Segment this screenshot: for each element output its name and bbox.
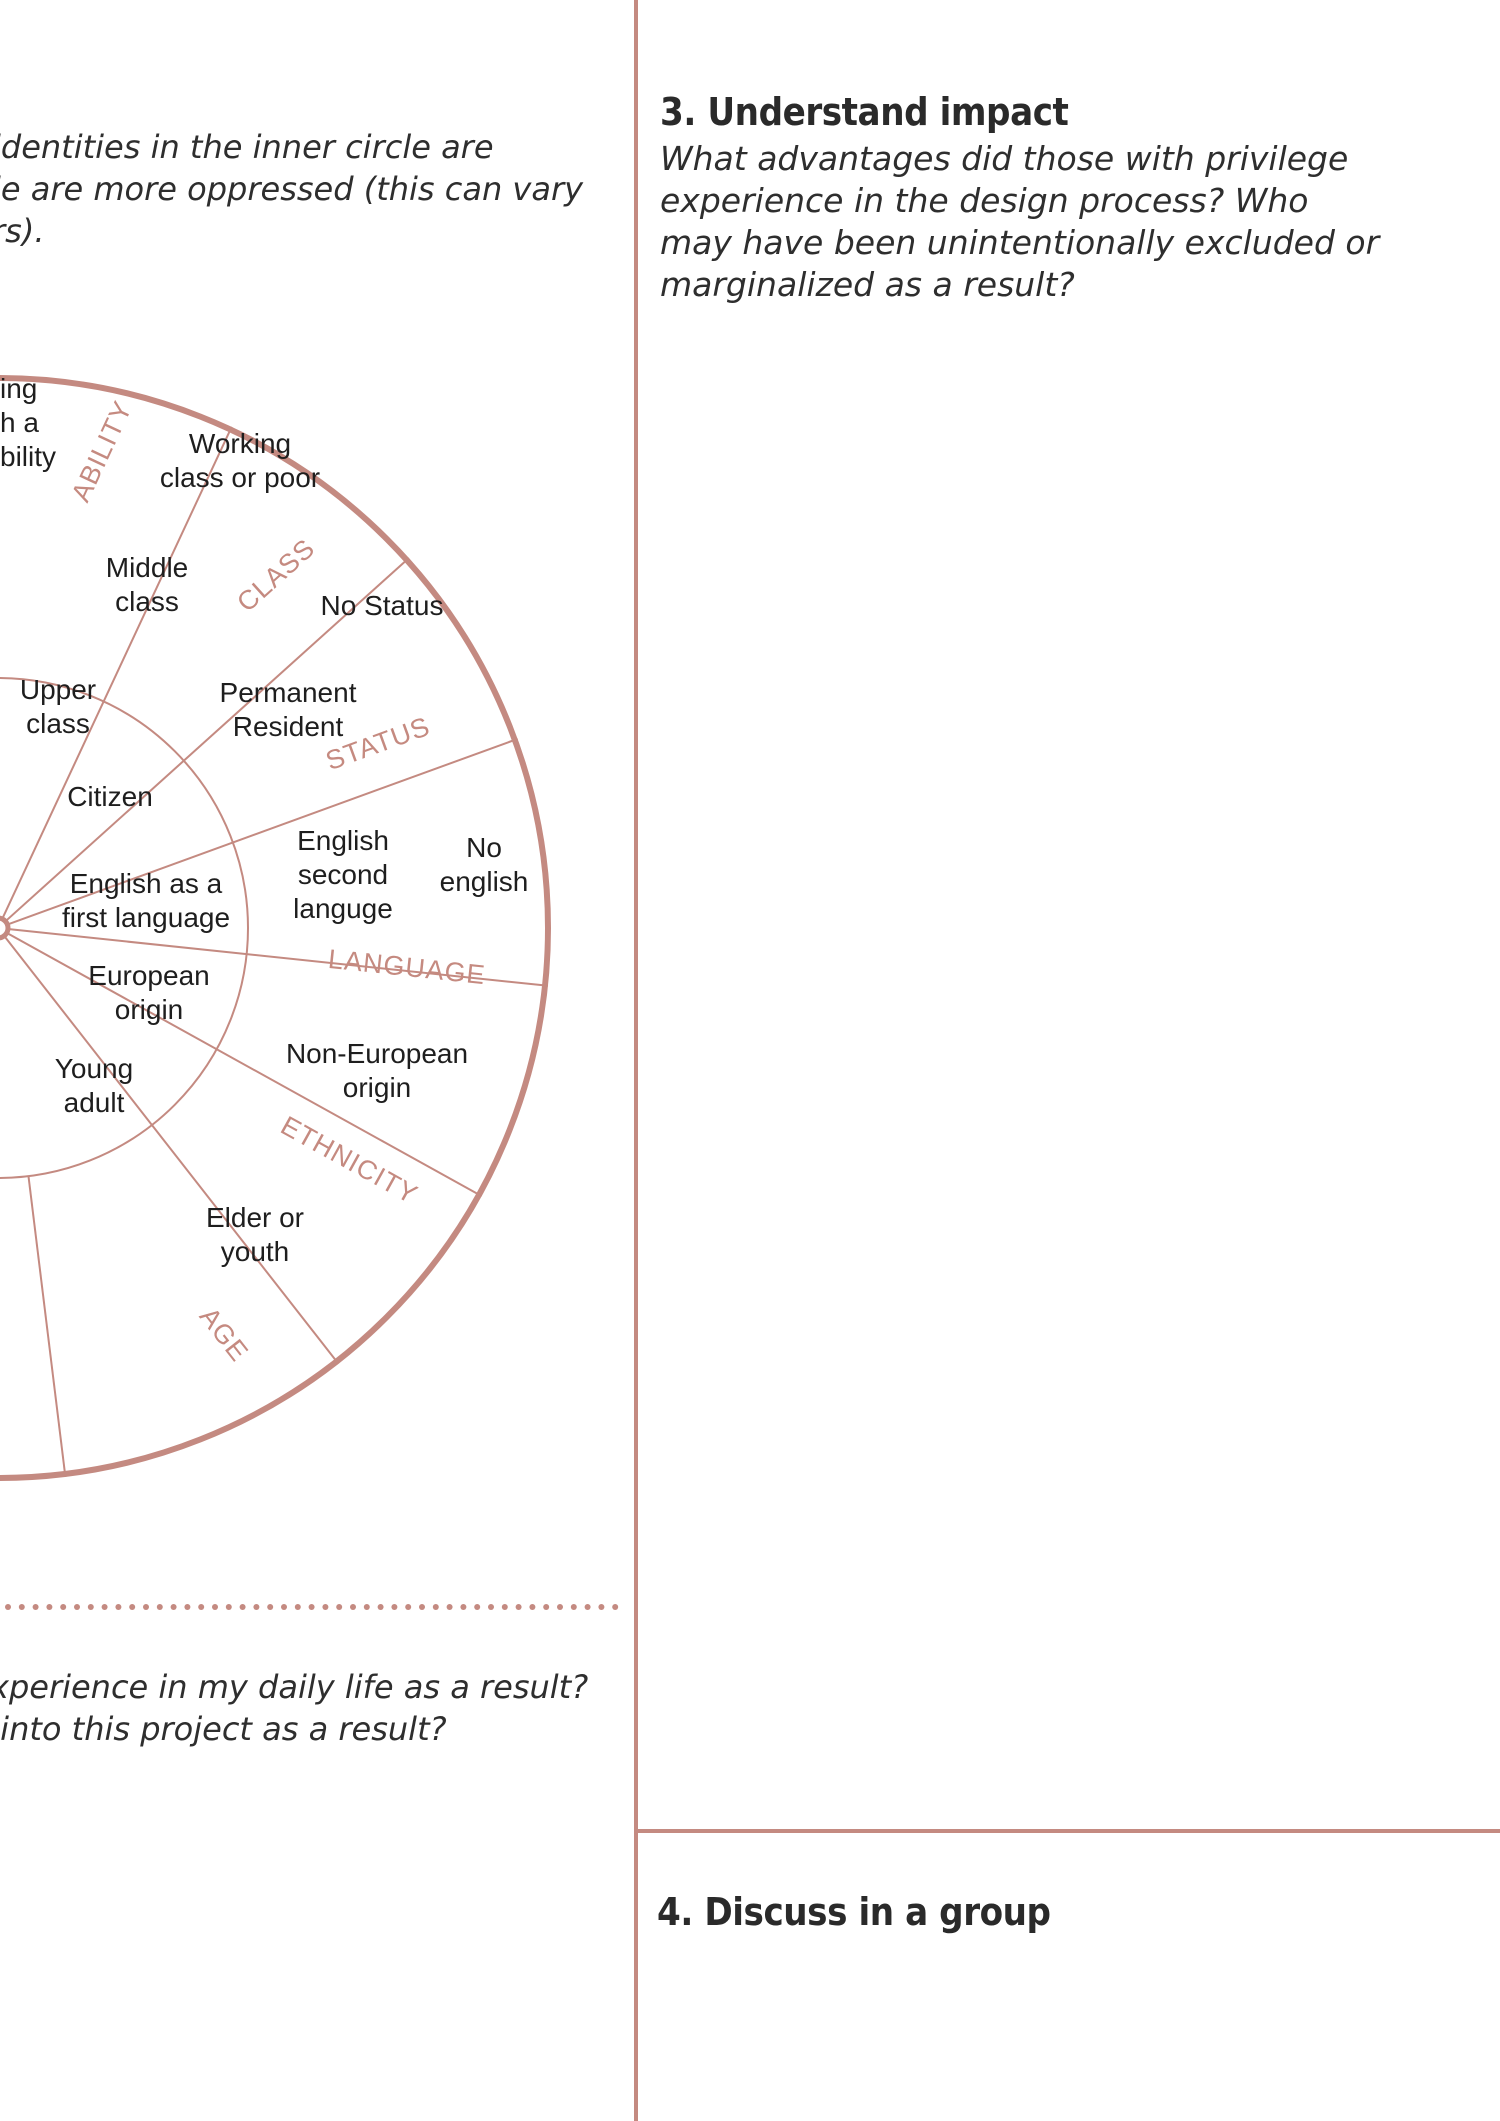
category-label-class: CLASS <box>231 533 321 618</box>
divider-dot <box>419 1604 425 1610</box>
inner-ring <box>0 677 249 1179</box>
divider-dot <box>598 1604 605 1610</box>
wheel-label-language-outer: No english <box>440 832 529 897</box>
divider-dot <box>543 1604 550 1610</box>
wheel-label-class-inner: Upper class <box>20 674 96 739</box>
wheel-label-ethnicity-inner: European origin <box>88 960 209 1025</box>
discuss-heading: 4. Discuss in a group <box>657 1890 1051 1934</box>
divider-dot <box>488 1604 494 1610</box>
divider-dot <box>336 1604 343 1610</box>
wheel-label-language-inner: English as a first language <box>62 868 230 933</box>
divider-dot <box>267 1604 274 1610</box>
wheel-spoke <box>4 557 410 923</box>
divider-dot <box>405 1604 412 1610</box>
divider-dot <box>239 1604 246 1610</box>
divider-dot <box>32 1604 39 1610</box>
divider-dot <box>363 1604 370 1610</box>
intro-instructions: identities in the inner circle are le ar… <box>0 128 584 250</box>
wheel-label-status-outer: No Status <box>321 590 444 621</box>
divider-dot <box>143 1604 149 1610</box>
wheel-label-age-outer: Elder or youth <box>206 1202 304 1267</box>
divider-dot <box>281 1604 287 1610</box>
divider-dot <box>391 1604 398 1610</box>
divider-dot <box>322 1604 329 1610</box>
wheel-label-class-outer: Working class or poor <box>160 428 320 493</box>
divider-dot <box>529 1604 536 1610</box>
divider-dot <box>294 1604 301 1610</box>
divider-dot <box>308 1604 315 1610</box>
divider-dot <box>198 1604 205 1610</box>
category-label-ethnicity: ETHNICITY <box>276 1110 423 1210</box>
outer-ring <box>0 375 551 1481</box>
wheel-spoke <box>1 426 233 920</box>
wheel-labels: ing h a bility Working class or poor Middle cl… <box>0 373 528 1367</box>
divider-dot <box>87 1604 94 1610</box>
divider-dot <box>557 1604 563 1610</box>
divider-dot <box>432 1604 439 1610</box>
divider-dot <box>5 1604 11 1610</box>
center-ring <box>0 915 11 941</box>
divider-dot <box>184 1604 191 1610</box>
divider-dot <box>446 1604 453 1610</box>
divider-dot <box>515 1604 522 1610</box>
divider-dot <box>350 1604 356 1610</box>
wheel-spoke <box>7 737 518 926</box>
category-label-language: LANGUAGE <box>327 944 487 990</box>
divider-dot <box>253 1604 260 1610</box>
category-label-age: AGE <box>194 1302 255 1368</box>
section-divider-dots <box>5 1604 619 1610</box>
divider-dot <box>18 1604 25 1610</box>
divider-dot <box>156 1604 163 1610</box>
wheel-label-ethnicity-outer: Non-European origin <box>286 1038 468 1103</box>
divider-dot <box>60 1604 67 1610</box>
divider-dot <box>212 1604 218 1610</box>
divider-dot <box>74 1604 80 1610</box>
impact-prompt: What advantages did those with privilege… <box>660 139 1380 304</box>
wheel-spoke <box>7 928 549 987</box>
divider-dot <box>584 1604 591 1610</box>
wheel-label-language-middle: English second languge <box>293 825 393 924</box>
divider-dot <box>474 1604 481 1610</box>
wheel-label-class-middle: Middle class <box>106 552 188 617</box>
wheel-label-age-inner: Young adult <box>55 1053 133 1118</box>
divider-dot <box>101 1604 108 1610</box>
divider-dot <box>377 1604 384 1610</box>
wheel-label-status-inner: Citizen <box>67 781 153 812</box>
divider-dot <box>115 1604 122 1610</box>
divider-dot <box>170 1604 177 1610</box>
wheel-label-ability-outer: ing h a bility <box>0 373 56 472</box>
divider-dot <box>612 1604 619 1610</box>
divider-dot <box>225 1604 232 1610</box>
wheel-spoke <box>3 935 340 1365</box>
wheel-spoke <box>27 1176 67 1477</box>
category-label-ability: ABILITY <box>66 396 139 506</box>
divider-dot <box>460 1604 467 1610</box>
divider-dot <box>501 1604 508 1610</box>
wheel-spoke <box>6 931 483 1197</box>
wheel-label-status-middle: Permanent Resident <box>220 677 357 742</box>
divider-dot <box>570 1604 577 1610</box>
reflection-questions: xperience in my daily life as a result? … <box>0 1668 589 1748</box>
impact-heading: 3. Understand impact <box>660 90 1069 134</box>
divider-dot <box>46 1604 53 1610</box>
divider-dot <box>129 1604 136 1610</box>
